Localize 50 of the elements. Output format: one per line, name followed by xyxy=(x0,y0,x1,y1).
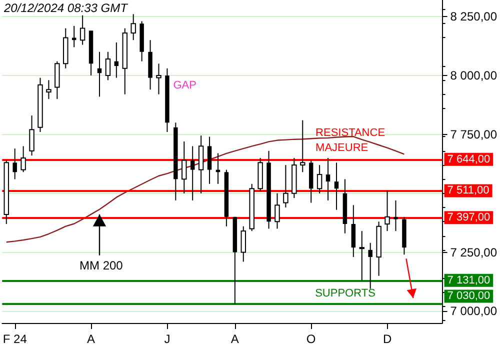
x-tick-label: J xyxy=(164,332,170,346)
candlestick xyxy=(283,164,288,208)
x-tick-label: A xyxy=(87,332,96,346)
candlestick xyxy=(326,157,330,201)
annotation: SUPPORTS xyxy=(315,288,376,300)
candlestick xyxy=(54,60,60,100)
line-series xyxy=(6,136,405,243)
candlestick xyxy=(394,200,398,232)
candlestick xyxy=(114,42,119,78)
candlestick xyxy=(274,192,280,230)
ref-line-label: 7 030,00 xyxy=(447,290,490,302)
candlestick xyxy=(198,135,204,194)
candlestick xyxy=(359,230,364,282)
candlestick xyxy=(240,226,246,262)
y-tick-label: 8 000,00 xyxy=(450,68,498,82)
ref-line-label: 7 131,00 xyxy=(447,274,490,286)
candlestick xyxy=(29,115,34,156)
candlestick xyxy=(207,136,212,184)
y-tick-label: 7 000,00 xyxy=(450,304,498,318)
y-tick-label: 7 750,00 xyxy=(450,127,498,142)
candlestick xyxy=(300,120,306,173)
candlestick xyxy=(384,190,390,232)
y-tick-label: 8 250,00 xyxy=(450,10,498,24)
candlestick xyxy=(80,14,86,46)
candlestick xyxy=(316,164,322,194)
x-tick-label: F 24 xyxy=(2,332,28,346)
annotation: 20/12/2024 08:33 GMT xyxy=(3,1,130,15)
candlestick xyxy=(156,63,162,95)
candlestick xyxy=(46,80,52,100)
y-tick-label: 7 250,00 xyxy=(450,245,498,260)
x-tick-label: O xyxy=(306,332,316,346)
candlestick xyxy=(182,140,187,194)
candlestick xyxy=(334,162,339,210)
annotation: RESISTANCE MAJEURE xyxy=(316,126,388,154)
candlestick xyxy=(130,14,136,41)
candlestick xyxy=(20,146,26,173)
candlestick xyxy=(190,146,195,201)
candlestick xyxy=(72,25,76,48)
candlestick xyxy=(368,242,372,290)
ref-line-label: 7 511,00 xyxy=(447,184,490,197)
candlestick xyxy=(97,51,102,98)
ref-line-label: 7 397,00 xyxy=(447,212,490,224)
candlestick xyxy=(351,204,356,258)
annotation: GAP xyxy=(173,80,196,92)
ref-line-label: 7 644,00 xyxy=(447,153,490,166)
x-tick-label: D xyxy=(382,332,392,346)
candlestick xyxy=(12,148,17,180)
text: MM 200 xyxy=(79,258,124,272)
candlestick xyxy=(105,51,111,81)
x-tick-label: A xyxy=(230,332,239,346)
